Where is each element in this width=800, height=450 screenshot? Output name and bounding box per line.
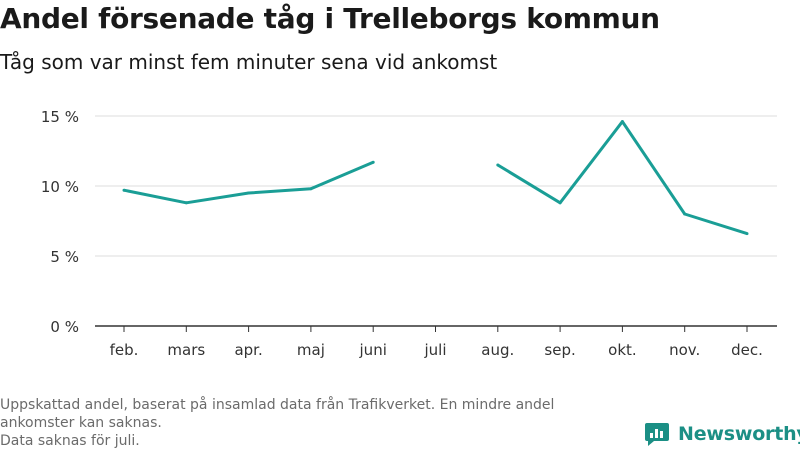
x-tick-label: maj bbox=[297, 341, 325, 359]
data-point bbox=[558, 201, 562, 205]
data-point bbox=[184, 201, 188, 205]
x-tick-label: sep. bbox=[544, 341, 575, 359]
newsworthy-logo: Newsworthy bbox=[644, 419, 800, 449]
data-point bbox=[496, 163, 500, 167]
y-tick-label: 5 % bbox=[50, 248, 79, 266]
series-line-segment bbox=[123, 160, 374, 205]
newsworthy-logo-icon bbox=[645, 423, 669, 446]
footnote-line-1: Uppskattad andel, baserat på insamlad da… bbox=[0, 397, 555, 431]
y-axis-tick-labels: 0 % 5 % 10 % 15 % bbox=[41, 108, 79, 336]
chart-subtitle: Tåg som var minst fem minuter sena vid a… bbox=[0, 50, 498, 74]
y-tick-label: 10 % bbox=[41, 178, 79, 196]
y-tick-label: 0 % bbox=[50, 318, 79, 336]
newsworthy-logo-text: Newsworthy bbox=[678, 423, 800, 445]
data-point bbox=[745, 232, 749, 236]
x-tick-label: aug. bbox=[481, 341, 514, 359]
series-lines bbox=[122, 120, 749, 236]
data-point bbox=[309, 187, 313, 191]
x-tick-label: juli bbox=[423, 341, 446, 359]
x-axis-ticks: feb. mars apr. maj juni juli aug. sep. okt. nov. d… bbox=[110, 326, 763, 359]
x-tick-label: feb. bbox=[110, 341, 139, 359]
x-tick-label: juni bbox=[359, 341, 387, 359]
y-tick-label: 15 % bbox=[41, 108, 79, 126]
data-point bbox=[620, 120, 624, 124]
grid-lines bbox=[95, 115, 777, 257]
data-point bbox=[247, 191, 251, 195]
data-point bbox=[371, 160, 375, 164]
data-point bbox=[122, 188, 126, 192]
x-tick-label: nov. bbox=[669, 341, 700, 359]
x-tick-label: dec. bbox=[731, 341, 763, 359]
x-tick-label: mars bbox=[167, 341, 205, 359]
footnote-line-2: Data saknas för juli. bbox=[0, 433, 140, 449]
footnote: Uppskattad andel, baserat på insamlad da… bbox=[0, 396, 630, 450]
chart-title: Andel försenade tåg i Trelleborgs kommun bbox=[0, 2, 660, 35]
data-point bbox=[683, 212, 687, 216]
x-tick-label: okt. bbox=[608, 341, 637, 359]
series-line-segment bbox=[497, 120, 748, 236]
x-tick-label: apr. bbox=[234, 341, 262, 359]
